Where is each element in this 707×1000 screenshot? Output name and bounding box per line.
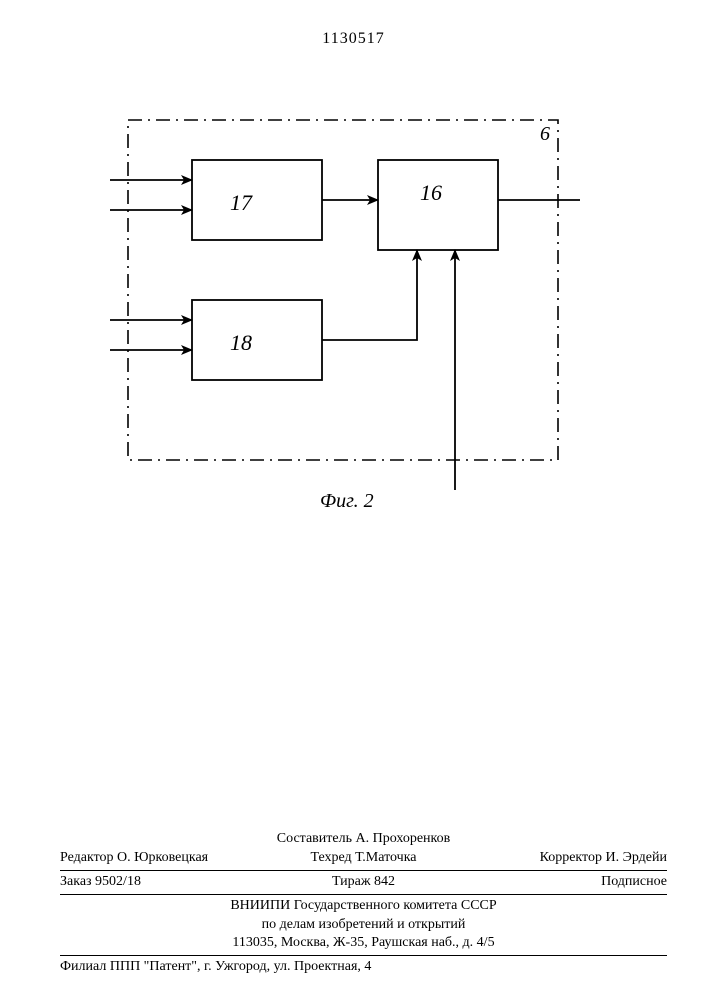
rule-2 xyxy=(60,894,667,895)
org-line-3: 113035, Москва, Ж-35, Раушская наб., д. … xyxy=(60,934,667,953)
block-18-label: 18 xyxy=(230,330,252,355)
order-row: Заказ 9502/18 Тираж 842 Подписное xyxy=(60,873,667,892)
block-diagram: 6 17 16 18 xyxy=(0,0,707,550)
corrector-label: Корректор xyxy=(540,850,602,865)
techred-name: Т.Маточка xyxy=(355,850,416,865)
tirazh-cell: Тираж 842 xyxy=(262,873,464,892)
outer-box-label: 6 xyxy=(540,123,550,145)
branch-line: Филиал ППП "Патент", г. Ужгород, ул. Про… xyxy=(60,958,667,977)
editor-name: О. Юрковецкая xyxy=(117,850,208,865)
credits-row: Редактор О. Юрковецкая Техред Т.Маточка … xyxy=(60,849,667,868)
compiler-line: Составитель А. Прохоренков xyxy=(60,830,667,849)
footer-block: Составитель А. Прохоренков Редактор О. Ю… xyxy=(60,830,667,977)
rule-1 xyxy=(60,870,667,871)
corrector-name: И. Эрдейи xyxy=(605,850,667,865)
block-17 xyxy=(192,160,322,240)
block-16-label: 16 xyxy=(420,180,442,205)
corrector-cell: Корректор И. Эрдейи xyxy=(465,849,667,868)
editor-cell: Редактор О. Юрковецкая xyxy=(60,849,262,868)
techred-cell: Техред Т.Маточка xyxy=(262,849,464,868)
block-18 xyxy=(192,300,322,380)
editor-label: Редактор xyxy=(60,850,114,865)
figure-caption: Фиг. 2 xyxy=(320,490,374,513)
edge-18-16 xyxy=(322,250,417,340)
rule-3 xyxy=(60,955,667,956)
block-17-label: 17 xyxy=(230,190,253,215)
page: 1130517 6 17 16 18 xyxy=(0,0,707,1000)
order-cell: Заказ 9502/18 xyxy=(60,873,262,892)
org-line-2: по делам изобретений и открытий xyxy=(60,916,667,935)
org-line-1: ВНИИПИ Государственного комитета СССР xyxy=(60,897,667,916)
subscription-cell: Подписное xyxy=(465,873,667,892)
techred-label: Техред xyxy=(310,850,351,865)
block-16 xyxy=(378,160,498,250)
